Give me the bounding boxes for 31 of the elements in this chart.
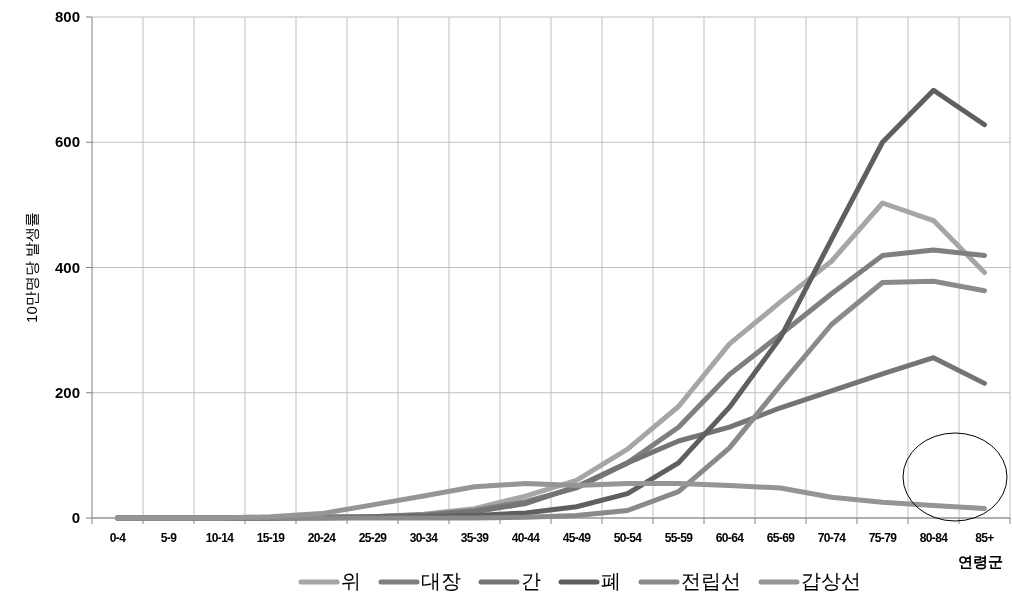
x-axis-title: 연령군: [957, 553, 1003, 570]
x-tick-label: 55-59: [664, 531, 694, 545]
x-tick-label: 35-39: [460, 531, 490, 545]
y-axis-title: 10만명당 발생률: [23, 212, 40, 323]
x-tick-label: 25-29: [358, 531, 388, 545]
legend-label: 간: [521, 570, 541, 592]
legend-label: 전립선: [681, 570, 741, 592]
legend-label: 갑상선: [801, 570, 861, 592]
x-tick-label: 20-24: [307, 531, 337, 545]
x-tick-label: 70-74: [817, 531, 847, 545]
y-tick-label: 200: [54, 383, 80, 401]
y-tick-label: 600: [54, 133, 80, 151]
x-tick-label: 65-69: [766, 531, 796, 545]
legend-label: 위: [341, 570, 361, 592]
y-tick-label: 800: [54, 8, 80, 25]
x-tick-label: 45-49: [562, 531, 592, 545]
x-tick-label: 50-54: [613, 531, 643, 545]
y-tick-label: 0: [71, 509, 80, 526]
y-tick-label: 400: [54, 258, 80, 276]
x-tick-label: 0-4: [109, 531, 127, 545]
x-tick-label: 85+: [975, 531, 995, 545]
x-tick-label: 40-44: [511, 531, 541, 545]
x-tick-label: 75-79: [868, 531, 898, 545]
x-tick-label: 10-14: [205, 531, 235, 545]
legend-label: 대장: [421, 570, 461, 592]
x-tick-label: 30-34: [409, 531, 439, 545]
x-tick-label: 80-84: [919, 531, 949, 545]
x-tick-label: 60-64: [715, 531, 745, 545]
x-tick-label: 15-19: [256, 531, 286, 545]
legend-label: 폐: [601, 570, 621, 592]
x-tick-label: 5-9: [160, 531, 178, 545]
